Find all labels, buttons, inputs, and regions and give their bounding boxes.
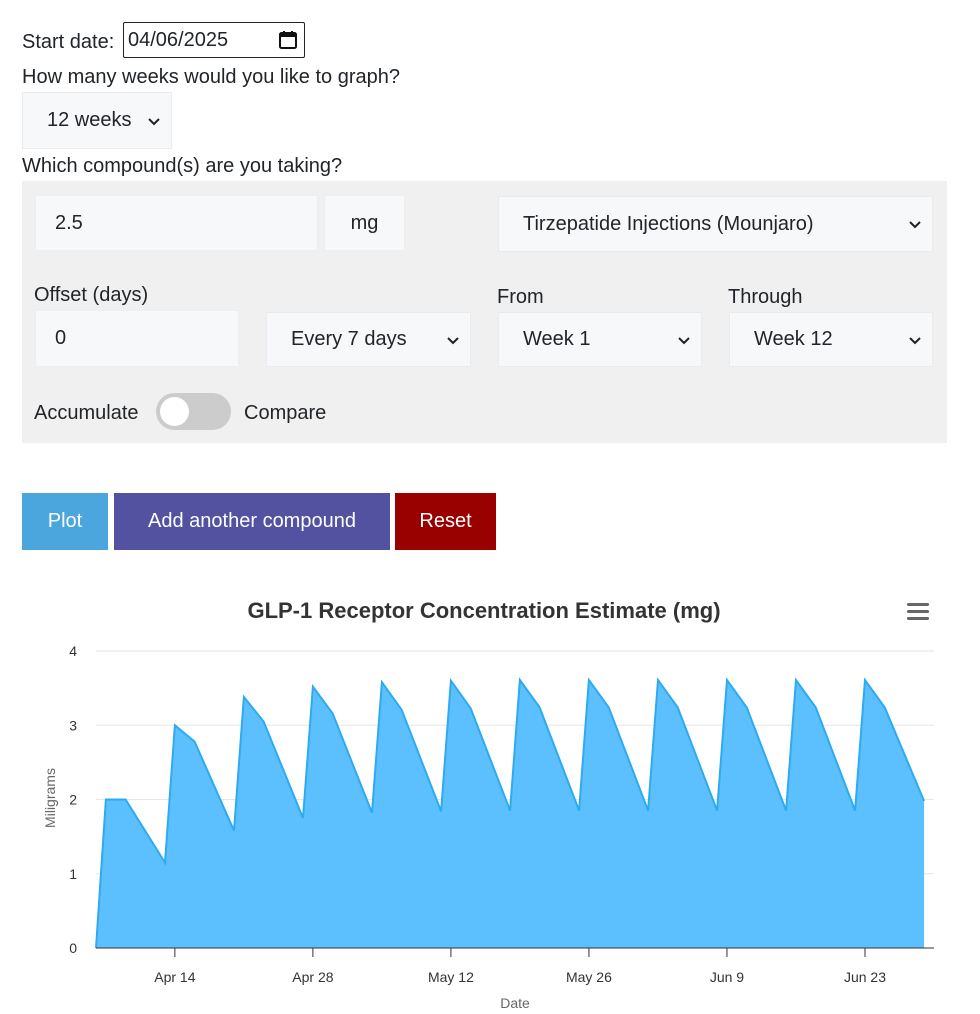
x-tick-label: May 26 (566, 969, 612, 985)
unit-value: mg (350, 211, 379, 234)
y-tick-label: 3 (69, 717, 77, 733)
start-date-label: Start date: (22, 31, 115, 53)
x-tick-label: Apr 28 (292, 969, 333, 985)
from-label: From (497, 286, 544, 308)
y-tick-label: 0 (69, 940, 77, 956)
chevron-down-icon (909, 336, 921, 344)
unit-label: mg (324, 195, 405, 251)
x-tick-label: Apr 14 (154, 969, 195, 985)
series-line (95, 677, 926, 949)
dose-input[interactable]: 2.5 (35, 195, 318, 251)
frequency-select[interactable]: Every 7 days (266, 312, 471, 367)
series-area (96, 680, 925, 948)
start-date-input[interactable]: 04/06/2025 (123, 22, 305, 58)
x-tick-label: May 12 (428, 969, 474, 985)
y-tick-label: 4 (69, 643, 77, 659)
x-tick-label: Jun 23 (844, 969, 886, 985)
offset-label: Offset (days) (34, 284, 149, 306)
y-axis-title: Miligrams (42, 768, 58, 828)
compound-label: Which compound(s) are you taking? (22, 155, 343, 177)
start-date-value: 04/06/2025 (128, 28, 229, 51)
chevron-down-icon (678, 336, 690, 344)
concentration-chart: GLP-1 Receptor Concentration Estimate (m… (42, 598, 934, 1011)
toggle-knob (160, 397, 189, 426)
from-select-value: Week 1 (523, 328, 591, 350)
from-select[interactable]: Week 1 (498, 312, 702, 367)
reset-button[interactable]: Reset (395, 493, 496, 550)
hamburger-menu-icon[interactable] (905, 600, 931, 622)
frequency-select-value: Every 7 days (291, 328, 407, 350)
x-axis-title: Date (500, 995, 530, 1011)
through-select[interactable]: Week 12 (729, 312, 933, 367)
accumulate-label: Accumulate (34, 402, 139, 424)
compound-select[interactable]: Tirzepatide Injections (Mounjaro) (498, 196, 933, 252)
offset-input[interactable]: 0 (35, 310, 239, 367)
compound-select-value: Tirzepatide Injections (Mounjaro) (523, 212, 814, 235)
chevron-down-icon (148, 117, 160, 125)
plot-button[interactable]: Plot (22, 493, 108, 550)
chart-title: GLP-1 Receptor Concentration Estimate (m… (247, 598, 720, 623)
dose-value: 2.5 (55, 211, 83, 234)
add-compound-button[interactable]: Add another compound (114, 493, 390, 550)
chevron-down-icon (909, 221, 921, 229)
accumulate-compare-toggle[interactable] (156, 393, 231, 430)
x-axis: Apr 14 Apr 28 May 12 May 26 Jun 9 Jun 23 (96, 947, 934, 985)
y-tick-label: 2 (69, 792, 77, 808)
y-tick-label: 1 (69, 866, 77, 882)
weeks-label: How many weeks would you like to graph? (22, 66, 400, 88)
through-select-value: Week 12 (754, 328, 833, 350)
calendar-icon[interactable] (278, 30, 298, 50)
offset-value: 0 (55, 327, 67, 349)
x-tick-label: Jun 9 (710, 969, 744, 985)
y-axis: 0 1 2 3 4 (69, 643, 77, 956)
chevron-down-icon (447, 336, 459, 344)
compare-label: Compare (244, 402, 327, 424)
weeks-select[interactable]: 12 weeks (22, 92, 172, 149)
through-label: Through (728, 286, 803, 308)
weeks-select-value: 12 weeks (47, 109, 132, 131)
